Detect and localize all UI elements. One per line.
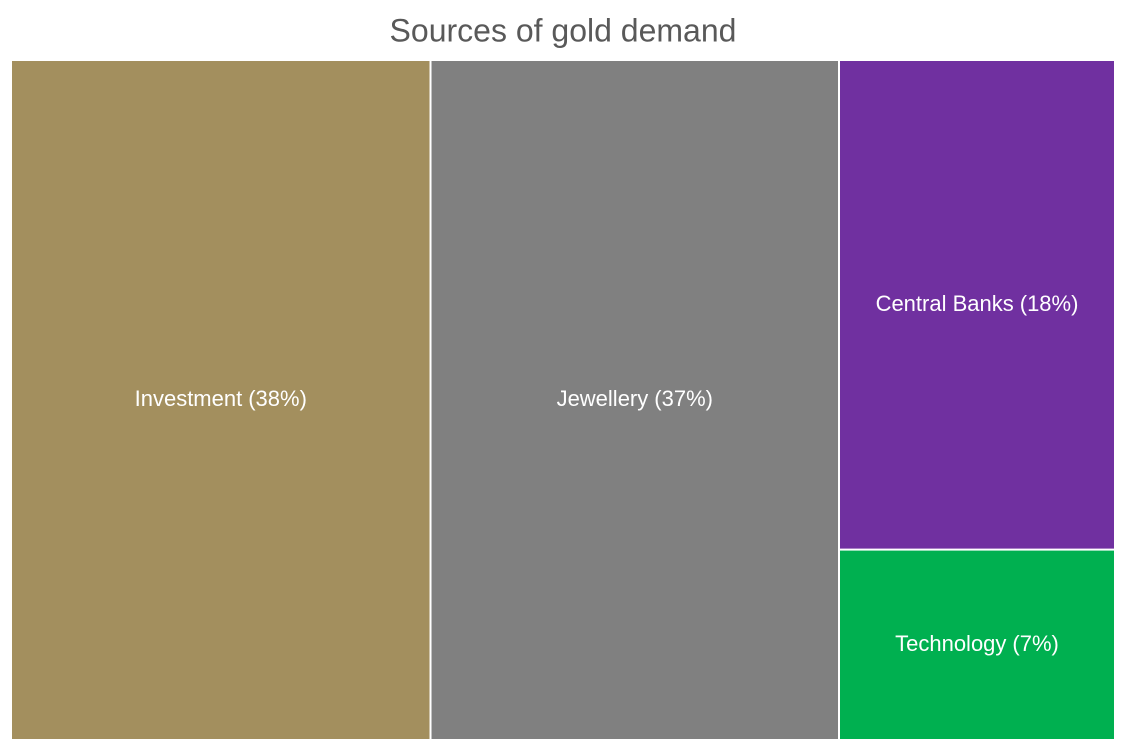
tile: [12, 61, 430, 739]
tile-value: (7%): [1012, 631, 1058, 656]
tile-value: (38%): [248, 386, 307, 411]
tile-label: Investment (38%): [135, 386, 307, 411]
chart-title: Sources of gold demand: [390, 12, 737, 48]
tile-value: (18%): [1020, 291, 1079, 316]
tile-name: Technology: [895, 631, 1006, 656]
tile-label: Jewellery (37%): [557, 386, 713, 411]
tile-name: Jewellery: [557, 386, 649, 411]
tile-label: Central Banks (18%): [876, 291, 1079, 316]
tile: [840, 550, 1114, 739]
tile-name: Investment: [135, 386, 243, 411]
tile-value: (37%): [654, 386, 713, 411]
tile: [840, 61, 1114, 549]
tile-name: Central Banks: [876, 291, 1014, 316]
tile-label: Technology (7%): [895, 631, 1059, 656]
tile: [431, 61, 838, 739]
